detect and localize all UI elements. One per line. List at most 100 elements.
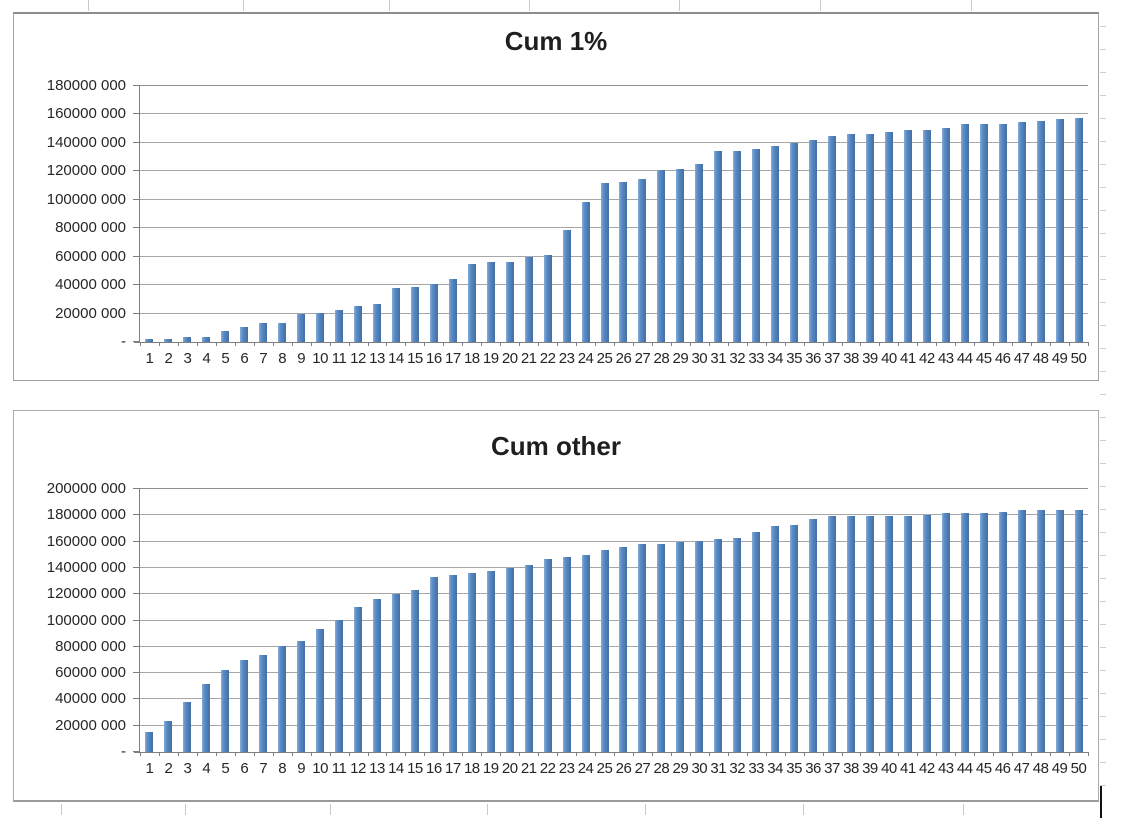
bar[interactable] [828,136,837,342]
bar[interactable] [1074,510,1083,752]
bar[interactable] [847,516,855,752]
bar[interactable] [771,526,780,752]
bar[interactable] [1036,510,1045,752]
bar[interactable] [259,323,268,342]
bar[interactable] [1055,119,1064,342]
bar[interactable] [676,169,685,342]
bar[interactable] [278,323,287,342]
bar[interactable] [391,288,400,342]
bar[interactable] [714,539,723,752]
bar[interactable] [505,262,514,342]
bar[interactable] [373,304,381,342]
bar[interactable] [297,314,306,342]
bar[interactable] [391,594,400,752]
bar[interactable] [657,170,666,342]
bar[interactable] [941,128,950,342]
bar[interactable] [164,721,173,752]
bar[interactable] [297,641,306,752]
bar[interactable] [941,513,950,752]
bar[interactable] [259,655,268,752]
bar[interactable] [695,164,704,342]
bar[interactable] [335,310,344,342]
bar[interactable] [486,262,495,342]
bar[interactable] [638,544,647,752]
chart-cum-other[interactable]: Cum other - 20000 000 40000 000 60000 000 80… [13,410,1099,802]
bar[interactable] [221,670,230,752]
bar[interactable] [581,202,590,342]
bar[interactable] [1055,510,1064,752]
bar[interactable] [221,331,230,342]
bar[interactable] [581,555,590,752]
bar[interactable] [771,146,780,342]
bar[interactable] [733,538,742,752]
bar[interactable] [884,132,893,342]
bar[interactable] [562,230,571,342]
bar[interactable] [316,629,325,752]
bar[interactable] [316,313,325,342]
bar[interactable] [922,130,931,342]
bar[interactable] [524,565,533,752]
bar[interactable] [240,660,249,752]
bar[interactable] [1036,121,1045,342]
bar[interactable] [847,134,855,342]
bar[interactable] [676,542,685,752]
bar[interactable] [619,182,628,342]
bar[interactable] [164,339,173,342]
bar[interactable] [1074,118,1083,342]
bar[interactable] [202,684,211,752]
bar[interactable] [809,140,818,342]
bar[interactable] [278,646,287,752]
bar[interactable] [809,519,818,752]
bar[interactable] [1017,122,1026,342]
chart-cum-1pct[interactable]: Cum 1% - 20000 000 40000 000 60000 000 80000… [13,12,1099,381]
bar[interactable] [752,532,761,752]
bar[interactable] [448,279,457,342]
bar[interactable] [354,306,363,342]
bar[interactable] [903,130,912,342]
bar[interactable] [183,702,192,752]
bar[interactable] [354,607,363,752]
bar[interactable] [600,550,609,752]
bar[interactable] [145,339,154,342]
bar[interactable] [884,516,893,752]
bar[interactable] [600,183,609,342]
bar[interactable] [714,151,723,342]
bar[interactable] [657,544,666,752]
bar[interactable] [695,541,704,752]
bar[interactable] [543,255,552,342]
bar[interactable] [638,179,647,342]
bar[interactable] [998,124,1007,342]
bar[interactable] [865,134,874,342]
bar[interactable] [998,512,1007,752]
bar[interactable] [429,577,438,752]
bar[interactable] [183,337,192,342]
bar[interactable] [865,516,874,752]
bar[interactable] [486,571,495,752]
bar[interactable] [619,547,628,752]
bar[interactable] [828,516,837,752]
bar[interactable] [543,559,552,752]
bar[interactable] [733,151,742,342]
bar[interactable] [562,557,571,752]
bar[interactable] [979,513,988,752]
bar[interactable] [922,515,931,752]
bar[interactable] [410,590,419,752]
bar[interactable] [979,124,988,342]
bar[interactable] [467,264,476,342]
bar[interactable] [145,732,154,752]
bar[interactable] [240,327,249,342]
bar[interactable] [790,143,799,342]
bar[interactable] [505,568,514,752]
bar[interactable] [752,149,761,342]
bar[interactable] [960,124,969,342]
bar[interactable] [448,575,457,752]
bar[interactable] [335,620,344,752]
bar[interactable] [1017,510,1026,752]
bar[interactable] [410,287,419,342]
bar[interactable] [524,257,533,342]
bar[interactable] [960,513,969,752]
bar[interactable] [429,284,438,342]
bar[interactable] [202,337,211,342]
bar[interactable] [467,573,476,752]
bar[interactable] [373,599,381,752]
